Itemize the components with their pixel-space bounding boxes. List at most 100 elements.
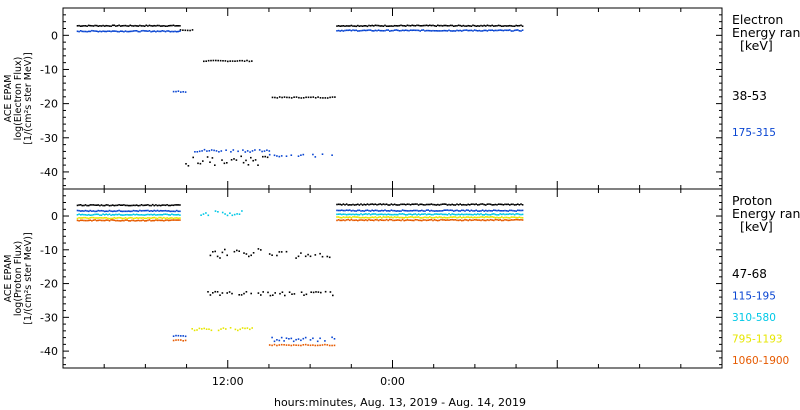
data-point [153, 219, 156, 222]
data-point [298, 96, 300, 99]
data-point [432, 217, 434, 219]
data-point [84, 204, 87, 206]
data-point [437, 203, 439, 206]
data-point [143, 30, 146, 32]
data-point [295, 344, 297, 346]
data-point [86, 210, 88, 212]
data-point [496, 214, 498, 216]
data-point [230, 159, 233, 161]
data-point [262, 155, 264, 158]
data-point [462, 213, 465, 216]
data-point [349, 209, 351, 211]
data-point [143, 217, 146, 220]
data-point [440, 203, 442, 206]
data-point [438, 210, 441, 212]
data-point [485, 29, 487, 32]
data-point [155, 30, 157, 33]
legend-title-line: Energy ran [732, 206, 800, 221]
data-point [489, 214, 492, 216]
data-point [118, 213, 120, 216]
data-point [119, 220, 122, 222]
data-point [347, 216, 349, 219]
data-point [419, 30, 421, 32]
data-point [276, 344, 278, 347]
data-point [347, 213, 349, 216]
data-point [339, 25, 341, 27]
data-point [355, 29, 357, 32]
data-point [427, 219, 429, 221]
data-point [393, 213, 396, 216]
data-point [175, 334, 177, 337]
data-point [341, 217, 343, 219]
data-point [520, 216, 522, 219]
data-point [339, 219, 341, 222]
data-point [139, 209, 141, 212]
data-point [502, 213, 505, 215]
data-point [164, 213, 167, 215]
data-point [127, 220, 130, 222]
data-point [105, 217, 108, 219]
data-point [414, 218, 417, 221]
data-point [177, 339, 180, 341]
data-point [139, 219, 141, 222]
data-point [459, 216, 461, 218]
data-point [285, 250, 288, 253]
data-point [218, 151, 220, 153]
data-point [467, 216, 469, 218]
data-point [401, 24, 404, 27]
data-point [76, 217, 79, 220]
data-point [314, 97, 317, 99]
data-point [376, 213, 378, 216]
data-point [336, 30, 338, 32]
data-point [441, 219, 444, 221]
data-point [462, 219, 465, 222]
data-point [344, 213, 346, 216]
data-point [363, 219, 365, 222]
data-point [413, 213, 415, 216]
data-point [300, 154, 302, 156]
data-point [374, 216, 377, 218]
data-point [369, 213, 372, 216]
data-point [472, 219, 474, 221]
data-point [437, 24, 439, 27]
data-point [368, 218, 370, 221]
data-point [132, 219, 135, 222]
data-point [464, 213, 466, 216]
data-point [398, 30, 401, 32]
data-point [76, 30, 79, 33]
data-series [76, 209, 524, 343]
data-point [230, 151, 232, 153]
data-point [477, 213, 479, 215]
data-point [513, 29, 516, 32]
data-point [464, 216, 466, 219]
data-point [103, 217, 106, 219]
data-point [107, 217, 109, 220]
data-point [118, 24, 120, 27]
data-point [457, 213, 460, 216]
data-point [363, 29, 365, 32]
data-point [124, 204, 127, 207]
data-point [493, 216, 495, 218]
data-point [331, 344, 333, 347]
data-point [121, 30, 124, 33]
data-point [124, 24, 127, 27]
data-point [217, 211, 219, 213]
data-point [417, 29, 420, 32]
data-point [465, 29, 468, 31]
data-point [99, 217, 101, 219]
data-point [92, 30, 95, 32]
data-point [240, 294, 243, 296]
data-point [499, 216, 501, 219]
data-point [163, 204, 165, 206]
data-point [373, 213, 375, 215]
data-point [252, 159, 254, 162]
data-point [116, 30, 119, 33]
data-point [352, 216, 354, 218]
data-point [156, 30, 159, 32]
data-point [223, 162, 226, 165]
data-point [513, 210, 516, 212]
data-point [151, 210, 154, 212]
data-point [520, 30, 522, 32]
data-point [521, 29, 524, 31]
